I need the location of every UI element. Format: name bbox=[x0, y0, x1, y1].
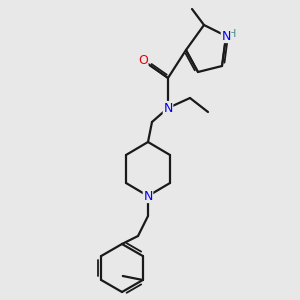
Text: O: O bbox=[138, 55, 148, 68]
Text: N: N bbox=[221, 29, 231, 43]
Text: N: N bbox=[143, 190, 153, 202]
Text: H: H bbox=[228, 29, 236, 39]
Text: N: N bbox=[163, 101, 173, 115]
